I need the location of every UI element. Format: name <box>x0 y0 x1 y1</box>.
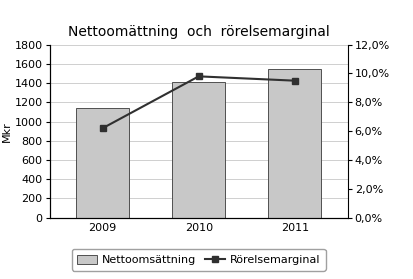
Y-axis label: Mkr: Mkr <box>2 121 12 141</box>
Bar <box>172 82 225 218</box>
Bar <box>268 69 320 218</box>
Legend: Nettoomsättning, Rörelsemarginal: Nettoomsättning, Rörelsemarginal <box>72 249 325 271</box>
Title: Nettoomättning  och  rörelsemarginal: Nettoomättning och rörelsemarginal <box>68 25 329 39</box>
Bar <box>76 108 129 218</box>
